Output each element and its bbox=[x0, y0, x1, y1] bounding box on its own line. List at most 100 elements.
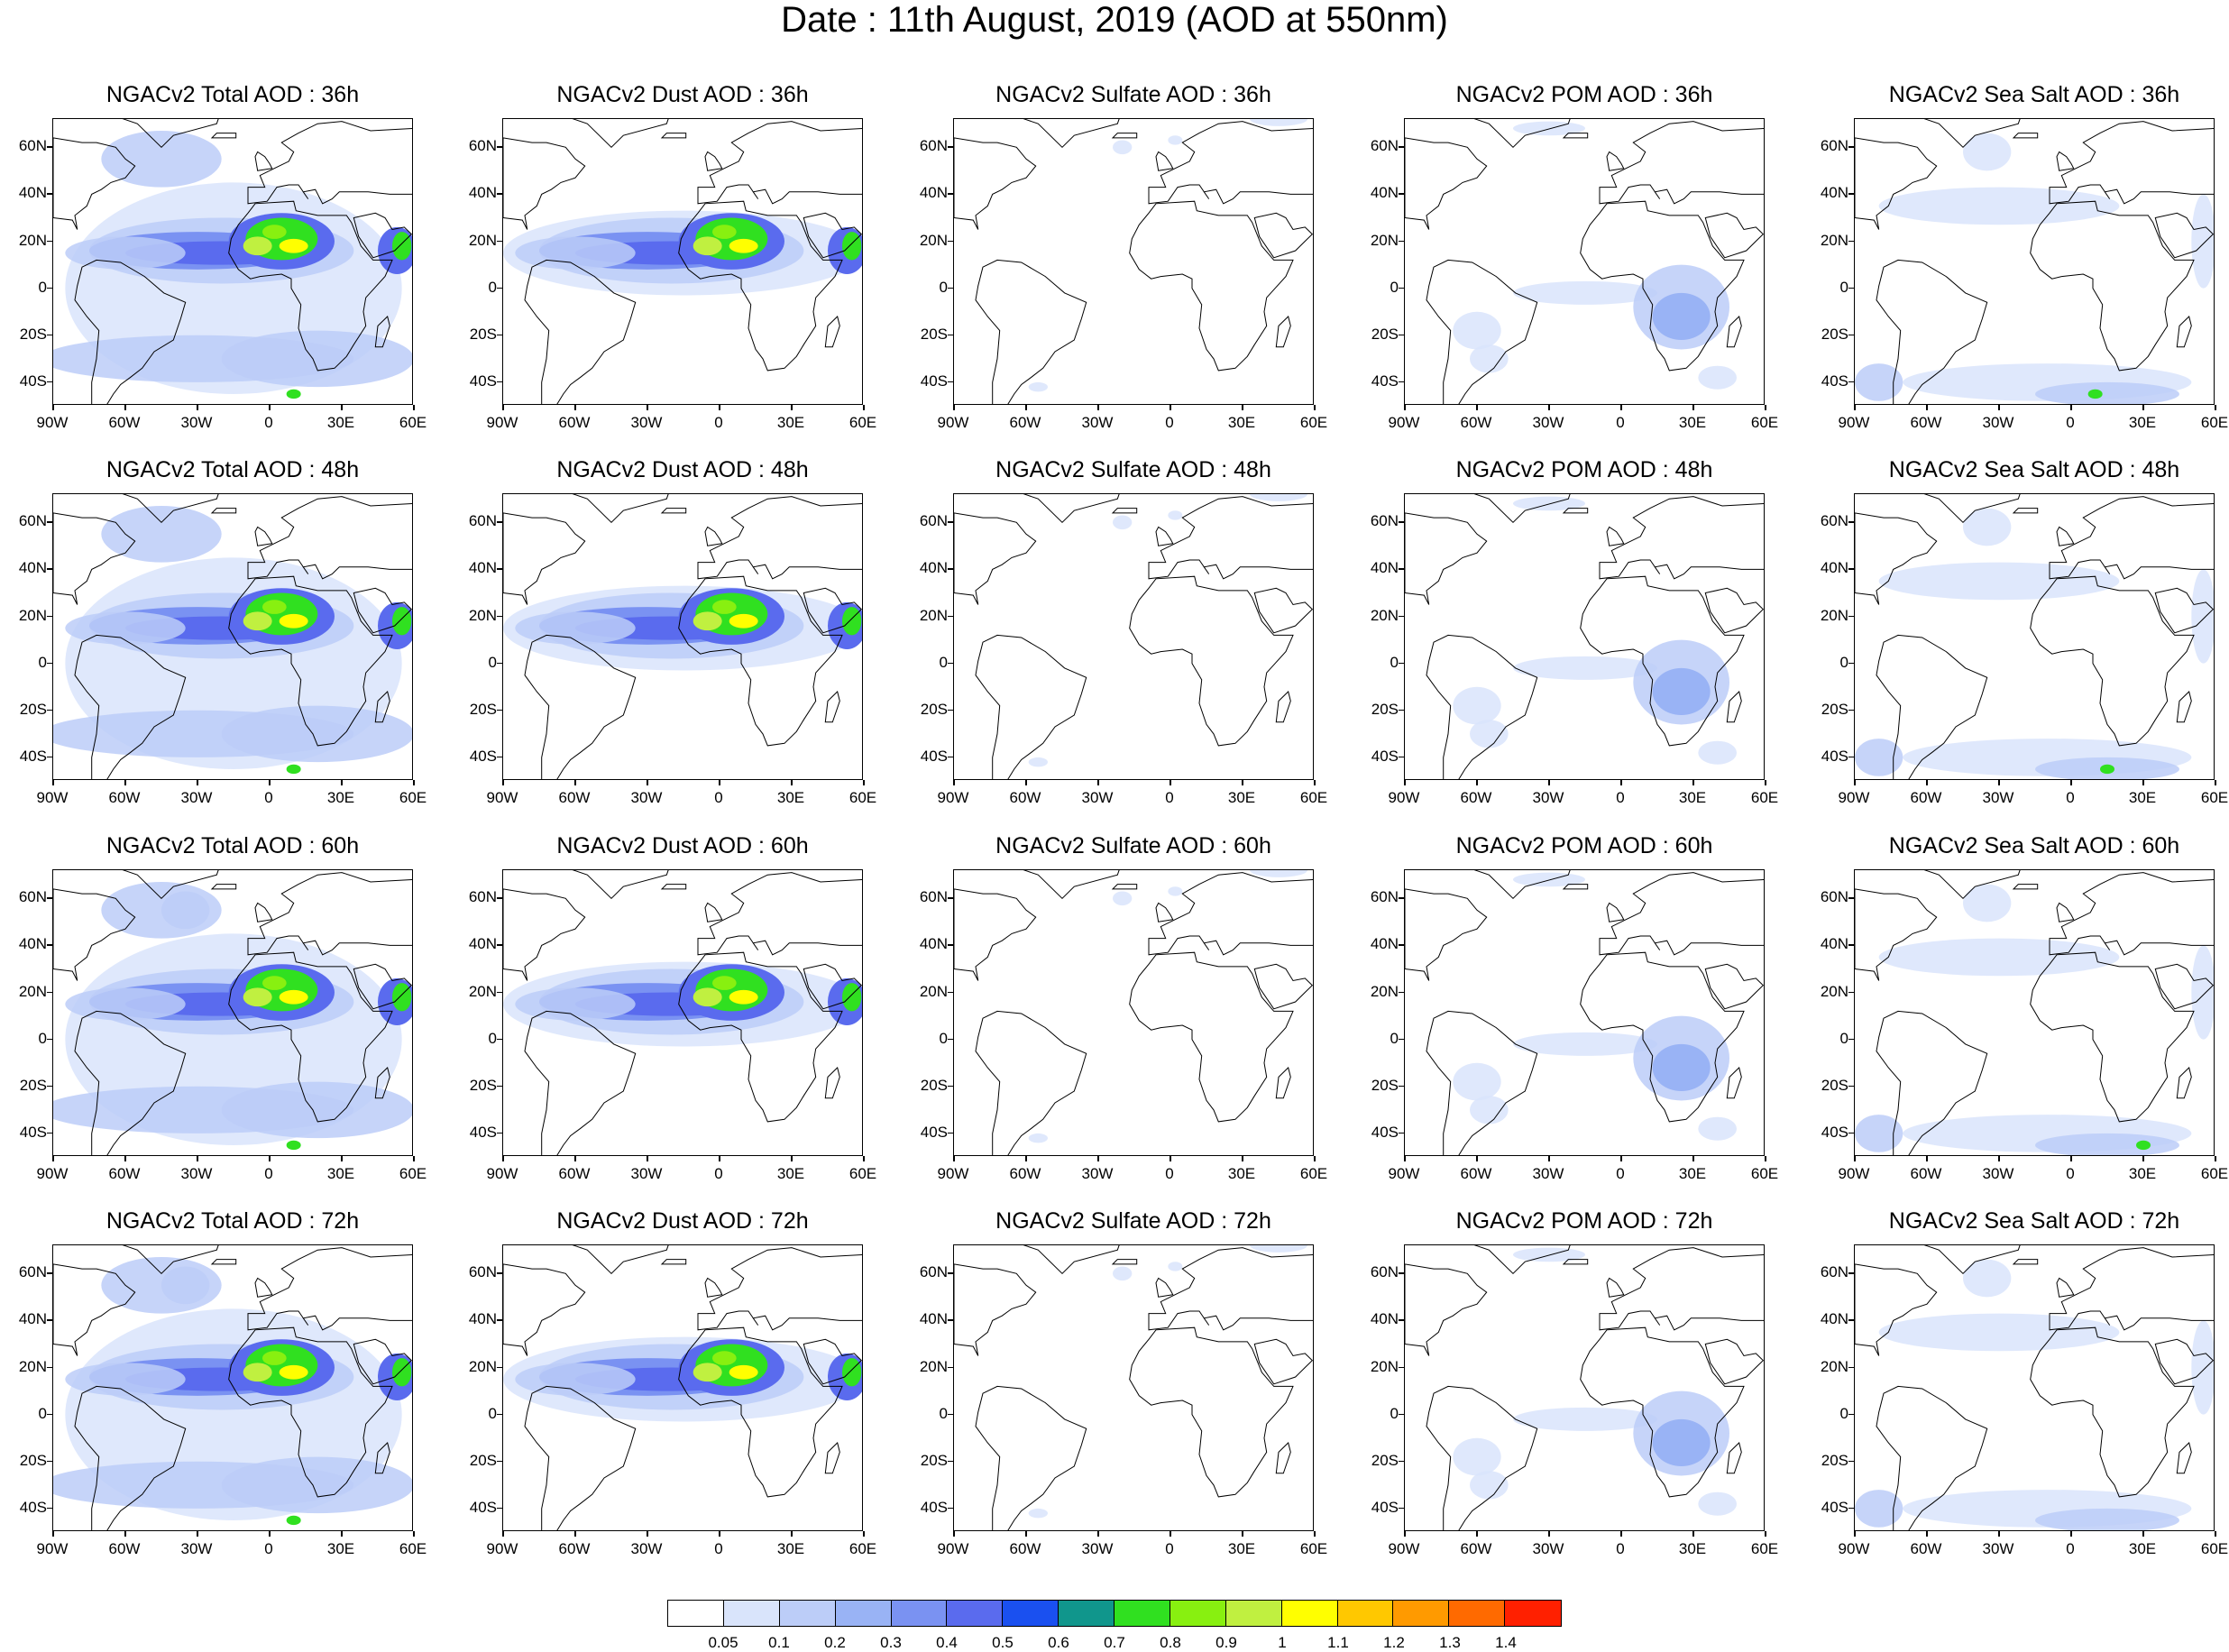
lon-tick bbox=[502, 1531, 504, 1537]
lon-tick bbox=[1404, 1531, 1406, 1537]
coastline-europe bbox=[2049, 1247, 2214, 1331]
coastline-greenland bbox=[1923, 1245, 2021, 1275]
coastline-arabia bbox=[1253, 587, 1313, 634]
coastline-arabia bbox=[1253, 963, 1313, 1010]
coastline-greenland bbox=[122, 1245, 219, 1275]
lat-tick bbox=[497, 709, 502, 711]
lon-tick bbox=[574, 1531, 576, 1537]
lon-tick bbox=[791, 405, 793, 410]
lat-tick bbox=[1399, 521, 1404, 523]
coastline-uk bbox=[2056, 1277, 2075, 1298]
lat-label: 60N bbox=[18, 888, 47, 906]
aerosol-field bbox=[1470, 1096, 1509, 1124]
aerosol-field bbox=[1855, 739, 1903, 776]
lon-label: 60W bbox=[1009, 414, 1041, 431]
lon-label: 30E bbox=[776, 1540, 805, 1557]
lon-label: 30E bbox=[776, 789, 805, 806]
aerosol-field bbox=[65, 611, 186, 645]
aerosol-field bbox=[515, 611, 636, 645]
colorbar-label: 1.4 bbox=[1495, 1634, 1517, 1651]
panel-title: NGACv2 Sea Salt AOD : 48h bbox=[1888, 457, 2180, 482]
coastline-europe bbox=[1599, 1247, 1764, 1331]
lon-label: 60E bbox=[2200, 789, 2229, 806]
coastline-iceland bbox=[210, 508, 237, 514]
lon-label: 30E bbox=[1678, 1165, 1707, 1182]
lat-tick bbox=[1399, 1132, 1404, 1134]
lat-label: 20S bbox=[1821, 325, 1848, 343]
lat-label: 40S bbox=[19, 1498, 47, 1516]
lon-tick bbox=[502, 405, 504, 410]
map-svg bbox=[954, 494, 1313, 779]
aerosol-field bbox=[1855, 1115, 1903, 1152]
coastline-arabia bbox=[1253, 1338, 1313, 1385]
coastline-iceland bbox=[1111, 1259, 1138, 1265]
lon-tick bbox=[1548, 780, 1550, 785]
lat-tick bbox=[497, 897, 502, 899]
lon-label: 90W bbox=[486, 1165, 518, 1182]
lon-tick bbox=[1476, 1531, 1478, 1537]
coastline-africa bbox=[1129, 951, 1294, 1123]
lon-tick bbox=[647, 1531, 648, 1537]
lon-label: 60W bbox=[1460, 789, 1492, 806]
lat-tick bbox=[948, 381, 953, 383]
lon-label: 0 bbox=[1616, 789, 1625, 806]
lon-tick bbox=[2142, 1531, 2144, 1537]
lon-label: 0 bbox=[714, 1165, 723, 1182]
lon-label: 0 bbox=[714, 789, 723, 806]
coastline-namerica bbox=[1405, 137, 1488, 230]
lat-tick bbox=[948, 334, 953, 336]
lon-tick bbox=[953, 1531, 955, 1537]
colorbar-swatch bbox=[1114, 1601, 1170, 1626]
lon-tick bbox=[52, 1531, 54, 1537]
map-svg bbox=[1405, 119, 1764, 404]
lon-tick bbox=[719, 1156, 720, 1161]
lat-tick bbox=[948, 615, 953, 618]
lat-tick bbox=[1399, 709, 1404, 711]
lat-tick bbox=[948, 193, 953, 195]
colorbar-swatch bbox=[1505, 1601, 1561, 1626]
lon-label: 60W bbox=[108, 1165, 141, 1182]
coastline-samerica bbox=[74, 259, 187, 404]
coastline-africa bbox=[228, 951, 393, 1123]
coastline-samerica bbox=[74, 1010, 187, 1155]
lon-tick bbox=[1097, 1156, 1099, 1161]
lon-tick bbox=[1998, 780, 2000, 785]
map-panel-seasalt bbox=[1854, 1244, 2215, 1531]
coastline-africa bbox=[678, 951, 843, 1123]
lon-tick bbox=[124, 1156, 126, 1161]
panel-title: NGACv2 Dust AOD : 36h bbox=[556, 82, 809, 107]
lon-tick bbox=[341, 780, 343, 785]
coastline-greenland bbox=[1473, 119, 1571, 149]
lat-label: 20S bbox=[1371, 1076, 1399, 1094]
coastline-uk bbox=[254, 902, 273, 922]
coastline-madagascar bbox=[374, 316, 390, 348]
lat-tick bbox=[948, 1085, 953, 1088]
coastline-uk bbox=[2056, 902, 2075, 922]
map-svg bbox=[1855, 1245, 2214, 1530]
map-panel-pom bbox=[1404, 869, 1765, 1156]
panel-title: NGACv2 Total AOD : 36h bbox=[105, 82, 360, 107]
lat-tick bbox=[948, 1366, 953, 1369]
colorbar-swatch bbox=[947, 1601, 1004, 1626]
lon-label: 60E bbox=[399, 414, 427, 431]
lon-tick bbox=[1926, 780, 1928, 785]
coastline-samerica bbox=[74, 1385, 187, 1530]
coastline-namerica bbox=[954, 137, 1037, 230]
lat-label: 0 bbox=[939, 1029, 948, 1047]
map-svg bbox=[53, 119, 412, 404]
aerosol-field bbox=[221, 705, 412, 763]
lon-label: 30E bbox=[1678, 1540, 1707, 1557]
lon-label: 0 bbox=[264, 1165, 273, 1182]
colorbar-label: 0.05 bbox=[708, 1634, 738, 1651]
lon-label: 30W bbox=[180, 1165, 213, 1182]
aerosol-field bbox=[65, 236, 186, 270]
lon-tick bbox=[1404, 405, 1406, 410]
lat-tick bbox=[497, 1319, 502, 1321]
colorbar-label: 0.5 bbox=[992, 1634, 1014, 1651]
lat-tick bbox=[948, 568, 953, 570]
lat-tick bbox=[1399, 334, 1404, 336]
lon-label: 60W bbox=[1460, 1540, 1492, 1557]
coastline-samerica bbox=[975, 634, 1087, 779]
lon-tick bbox=[1097, 405, 1099, 410]
lon-label: 30W bbox=[1982, 1540, 2014, 1557]
